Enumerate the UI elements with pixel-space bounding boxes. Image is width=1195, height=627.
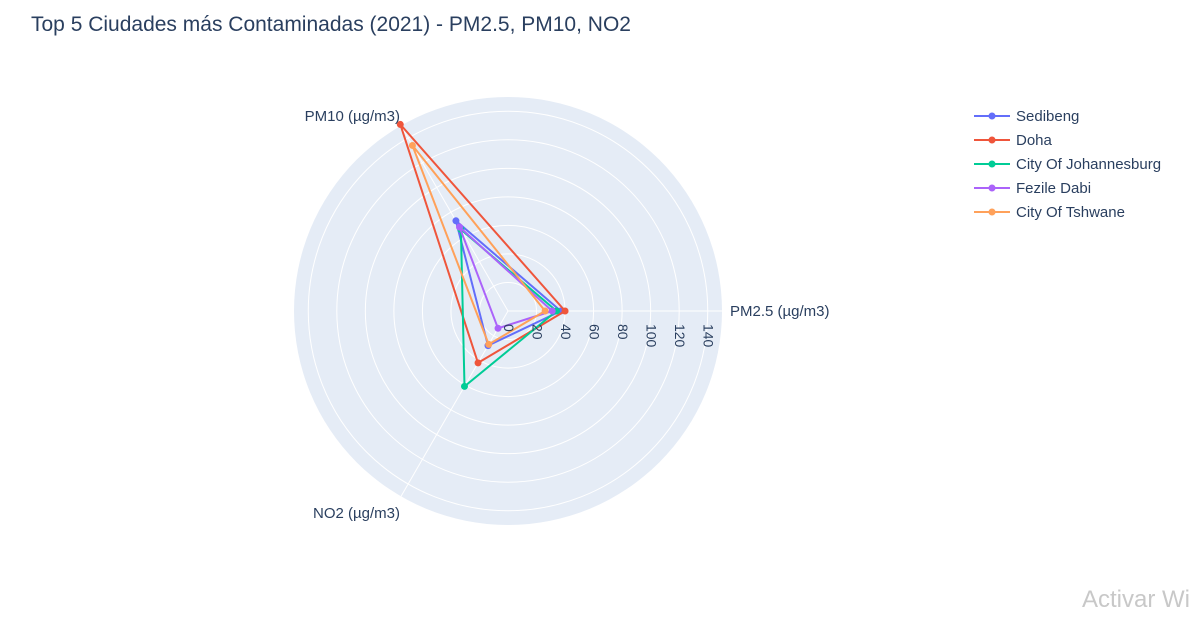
series-line — [458, 226, 553, 330]
data-point[interactable] — [548, 307, 556, 315]
radial-tick-label: 120 — [672, 324, 688, 348]
data-point[interactable] — [452, 217, 460, 225]
data-point[interactable] — [396, 120, 404, 128]
data-point[interactable] — [485, 340, 493, 348]
radial-tick-label: 40 — [558, 324, 574, 340]
data-point[interactable] — [408, 141, 416, 149]
legend-item[interactable]: Fezile Dabi — [972, 176, 1161, 200]
radial-tick-label: 20 — [530, 324, 546, 340]
legend-item[interactable]: City Of Tshwane — [972, 200, 1161, 224]
legend-label: Doha — [1016, 131, 1052, 149]
legend-swatch — [974, 112, 1010, 120]
series-line — [411, 144, 546, 346]
radial-tick-label: 140 — [701, 324, 717, 348]
angular-axis-label: PM2.5 (µg/m3) — [730, 303, 830, 320]
legend-swatch — [974, 136, 1010, 144]
legend-swatch — [974, 160, 1010, 168]
legend-label: Sedibeng — [1016, 107, 1080, 125]
legend-item[interactable]: Doha — [972, 128, 1161, 152]
data-point[interactable] — [561, 307, 569, 315]
polar-series-group — [396, 120, 569, 390]
radial-tick-labels: 0 20 40 60 80 100 120 140 — [501, 324, 717, 348]
legend-item[interactable]: City Of Johannesburg — [972, 152, 1161, 176]
data-point[interactable] — [541, 307, 549, 315]
radial-tick-label: 0 — [501, 324, 517, 332]
data-point[interactable] — [494, 324, 502, 332]
legend: Sedibeng Doha City Of Johannesburg Fezile D… — [972, 104, 1161, 224]
chart-title: Top 5 Ciudades más Contaminadas (2021) -… — [31, 13, 631, 36]
angular-axis-label: PM10 (µg/m3) — [305, 108, 400, 125]
angular-axis-labels: PM2.5 (µg/m3) PM10 (µg/m3) NO2 (µg/m3) — [305, 108, 830, 522]
data-point[interactable] — [474, 359, 482, 367]
legend-label: City Of Johannesburg — [1016, 155, 1162, 173]
radial-tick-label: 80 — [615, 324, 631, 340]
data-point[interactable] — [460, 382, 468, 390]
radial-tick-label: 100 — [644, 324, 660, 348]
angular-axis-label: NO2 (µg/m3) — [313, 505, 400, 522]
legend-swatch — [974, 208, 1010, 216]
legend-item[interactable]: Sedibeng — [972, 104, 1161, 128]
data-point[interactable] — [455, 223, 463, 231]
activation-watermark: Activar Wi — [1082, 586, 1190, 613]
legend-label: Fezile Dabi — [1016, 179, 1092, 197]
radial-tick-label: 60 — [587, 324, 603, 340]
legend-label: City Of Tshwane — [1016, 203, 1125, 221]
series-line — [399, 123, 566, 364]
legend-swatch — [974, 184, 1010, 192]
